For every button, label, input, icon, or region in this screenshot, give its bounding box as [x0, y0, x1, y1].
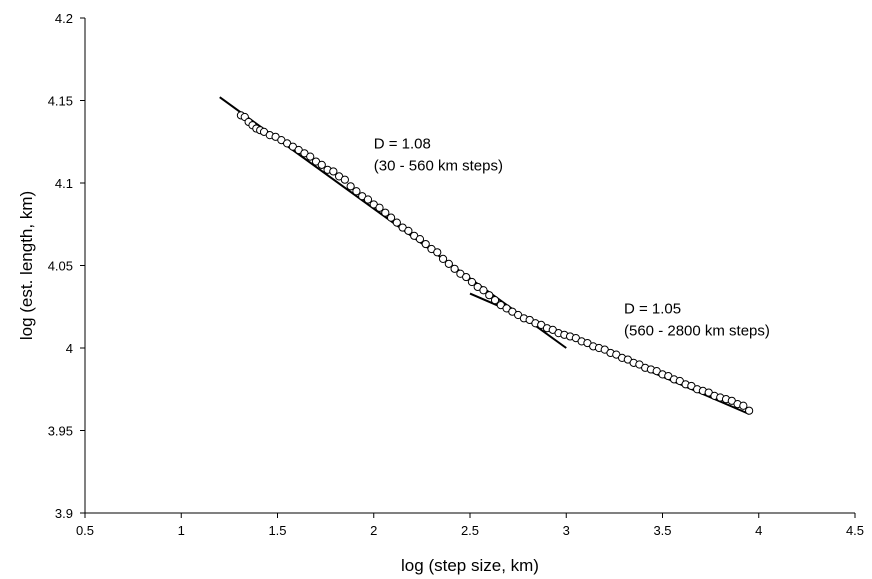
- data-point: [392, 218, 401, 227]
- y-tick-label: 4.05: [48, 259, 73, 274]
- data-point: [490, 296, 500, 305]
- y-tick-label: 3.9: [55, 506, 73, 521]
- data-point: [745, 406, 754, 415]
- annotation-line: D = 1.05: [624, 300, 681, 317]
- data-point: [462, 272, 471, 282]
- annotations: D = 1.08 (30 - 560 km steps) D = 1.05 (560 …: [374, 135, 770, 339]
- x-tick-label: 4.5: [846, 523, 864, 538]
- data-point: [479, 286, 488, 295]
- y-tick-label: 3.95: [48, 424, 73, 439]
- annotation-1: D = 1.08 (30 - 560 km steps): [374, 135, 503, 174]
- axes: 0.5 1 1.5 2 2.5 3 3.5 4 4.5 3.9 3.95 4 4.05 4.1 4.15 4.…: [48, 11, 864, 538]
- x-tick-label: 0.5: [76, 523, 94, 538]
- y-axis-title: log (est. length, km): [17, 191, 36, 340]
- data-point: [329, 167, 338, 176]
- y-tick-label: 4.2: [55, 11, 73, 26]
- x-tick-label: 1.5: [268, 523, 286, 538]
- data-point: [381, 208, 390, 217]
- data-point: [450, 264, 459, 273]
- data-point: [739, 401, 748, 410]
- x-tick-label: 4: [755, 523, 762, 538]
- data-point: [346, 182, 355, 191]
- x-tick-label: 2.5: [461, 523, 479, 538]
- annotation-line: D = 1.08: [374, 135, 431, 152]
- data-point: [485, 291, 494, 300]
- fit-lines: [219, 96, 750, 415]
- y-tick-label: 4: [66, 341, 73, 356]
- annotation-line: (560 - 2800 km steps): [624, 322, 770, 339]
- y-tick-label: 4.1: [55, 176, 73, 191]
- data-point: [340, 175, 349, 184]
- data-point: [317, 160, 326, 169]
- data-point: [375, 203, 384, 212]
- data-point: [306, 152, 315, 161]
- y-tick-label: 4.15: [48, 94, 73, 109]
- x-tick-label: 3.5: [653, 523, 671, 538]
- data-point: [404, 226, 413, 235]
- data-point: [415, 235, 425, 244]
- x-tick-label: 2: [370, 523, 377, 538]
- x-axis-title: log (step size, km): [401, 556, 539, 575]
- data-point: [444, 259, 453, 268]
- data-point: [352, 187, 361, 196]
- data-point: [363, 195, 373, 204]
- annotation-line: (30 - 560 km steps): [374, 157, 503, 174]
- data-point: [467, 277, 477, 287]
- x-tick-label: 3: [563, 523, 570, 538]
- data-point: [433, 248, 442, 257]
- data-point: [438, 254, 448, 263]
- x-tick-label: 1: [178, 523, 185, 538]
- data-point: [386, 213, 396, 222]
- data-points: [236, 111, 754, 415]
- annotation-2: D = 1.05 (560 - 2800 km steps): [624, 300, 770, 339]
- data-point: [421, 239, 430, 249]
